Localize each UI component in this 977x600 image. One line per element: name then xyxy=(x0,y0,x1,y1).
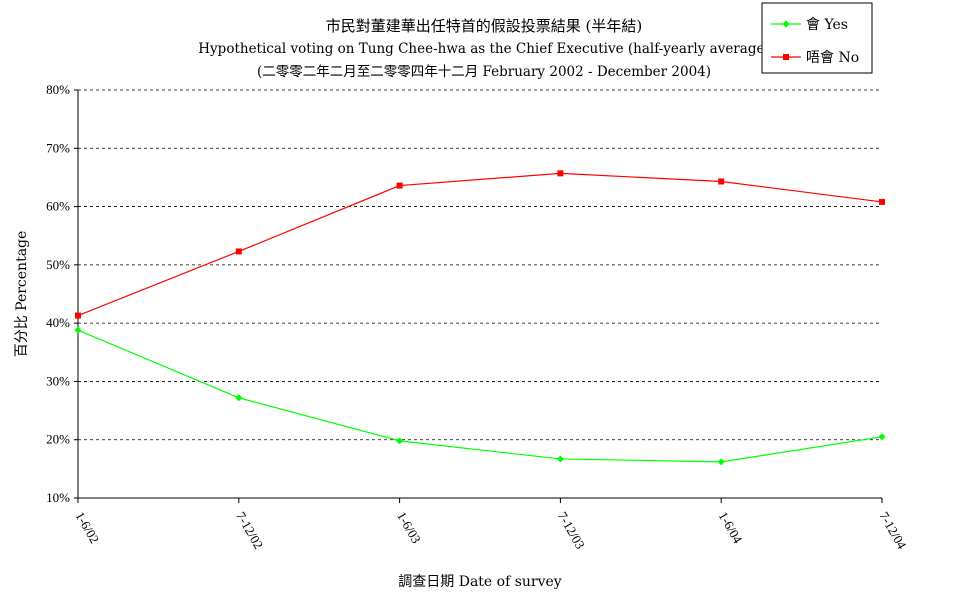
y-tick-label: 20% xyxy=(46,432,70,447)
data-point xyxy=(718,178,725,185)
y-tick-labels: 10% 20% 30% 40% 50% 60% 70% 80% xyxy=(46,82,70,505)
data-point xyxy=(235,248,242,255)
data-point xyxy=(75,312,81,319)
chart-title: 市民對董建華出任特首的假設投票結果 (半年結) xyxy=(326,17,642,35)
y-tick-label: 70% xyxy=(46,140,70,155)
data-point xyxy=(556,455,564,463)
legend-box xyxy=(761,2,873,74)
y-tick-label: 80% xyxy=(46,82,70,97)
legend-marker xyxy=(783,54,789,60)
legend-marker xyxy=(782,20,790,28)
legend: 會 Yes 唔會 No xyxy=(761,2,873,74)
y-axis-title: 百分比 Percentage xyxy=(14,231,30,358)
y-tick-label: 40% xyxy=(46,315,70,330)
data-point xyxy=(878,433,886,441)
series-0 xyxy=(74,326,886,466)
axes xyxy=(74,89,883,503)
y-tick-label: 30% xyxy=(46,373,70,388)
data-point xyxy=(74,326,82,334)
x-tick-label: 1-6/04 xyxy=(716,509,746,546)
data-point xyxy=(396,437,404,445)
y-tick-label: 60% xyxy=(46,199,70,214)
data-point xyxy=(879,198,885,205)
x-tick-label: 7-12/04 xyxy=(876,509,909,552)
x-tick-label: 7-12/03 xyxy=(555,509,588,552)
y-tick-label: 10% xyxy=(46,490,70,505)
chart-subtitle: Hypothetical voting on Tung Chee-hwa as … xyxy=(198,41,769,57)
y-tick-label: 50% xyxy=(46,257,70,272)
data-point xyxy=(396,182,403,189)
data-point xyxy=(235,394,243,402)
grid-lines xyxy=(78,89,882,441)
series-line xyxy=(77,329,883,463)
series-line xyxy=(77,172,883,317)
x-axis-title: 調查日期 Date of survey xyxy=(398,574,562,590)
legend-label: 唔會 No xyxy=(806,50,859,66)
chart-subtitle-2: (二零零二年二月至二零零四年十二月 February 2002 - Decemb… xyxy=(257,64,711,80)
data-point xyxy=(717,458,725,466)
series xyxy=(74,170,886,466)
x-tick-labels: 1-6/02 7-12/02 1-6/03 7-12/03 1-6/04 7-12/04 xyxy=(72,509,909,552)
series-1 xyxy=(75,170,885,319)
x-tick-label: 7-12/02 xyxy=(233,509,266,552)
x-tick-label: 1-6/02 xyxy=(72,509,102,546)
x-tick-label: 1-6/03 xyxy=(394,509,424,546)
legend-label: 會 Yes xyxy=(806,17,848,33)
data-point xyxy=(557,170,564,177)
